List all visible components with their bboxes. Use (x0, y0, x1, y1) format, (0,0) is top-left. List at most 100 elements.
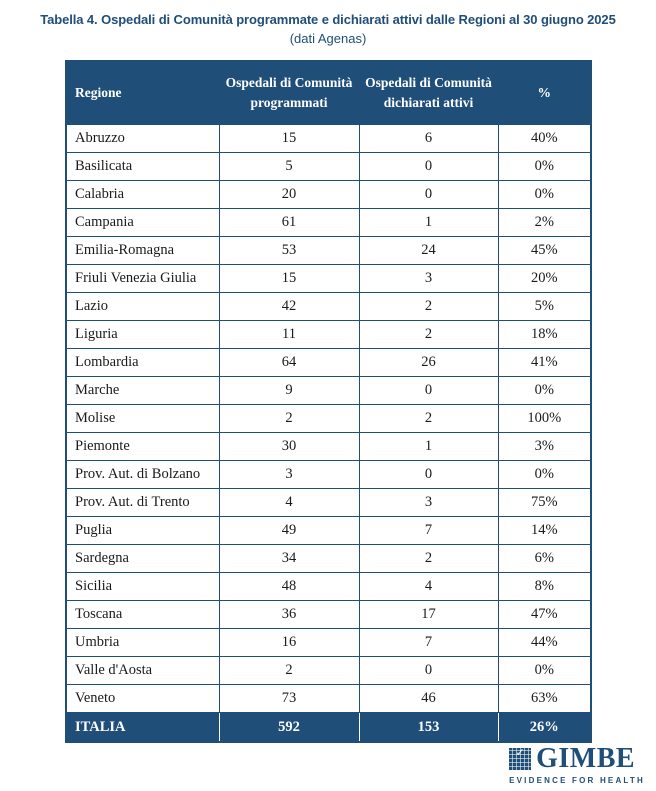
programmati-cell: 9 (218, 376, 360, 405)
attivi-cell: 0 (358, 656, 499, 685)
gimbe-wordmark: GIMBE (536, 743, 636, 774)
table-row: Sicilia 48 4 8% (65, 572, 592, 601)
programmati-cell: 53 (218, 236, 360, 265)
attivi-cell: 2 (358, 320, 499, 349)
total-programmati-cell: 592 (218, 712, 360, 743)
regions-table: Regione Ospedali di Comunità programmati… (65, 60, 592, 743)
table-row: Marche 9 0 0% (65, 376, 592, 405)
gimbe-tagline: EVIDENCE FOR HEALTH (509, 776, 645, 785)
region-cell: Prov. Aut. di Trento (65, 488, 220, 517)
programmati-cell: 16 (218, 628, 360, 657)
attivi-cell: 0 (358, 460, 499, 489)
attivi-cell: 1 (358, 432, 499, 461)
table-row: Prov. Aut. di Trento 4 3 75% (65, 488, 592, 517)
table-row: Umbria 16 7 44% (65, 628, 592, 657)
table-row: Lazio 42 2 5% (65, 292, 592, 321)
table-row: Emilia-Romagna 53 24 45% (65, 236, 592, 265)
table-row: Abruzzo 15 6 40% (65, 124, 592, 153)
table-header-row: Regione Ospedali di Comunità programmati… (65, 60, 592, 125)
table-row: Puglia 49 7 14% (65, 516, 592, 545)
percent-cell: 63% (497, 684, 592, 713)
programmati-cell: 2 (218, 656, 360, 685)
region-cell: Umbria (65, 628, 220, 657)
percent-cell: 0% (497, 152, 592, 181)
programmati-cell: 2 (218, 404, 360, 433)
region-cell: Puglia (65, 516, 220, 545)
region-cell: Campania (65, 208, 220, 237)
percent-cell: 40% (497, 124, 592, 153)
region-cell: Friuli Venezia Giulia (65, 264, 220, 293)
programmati-cell: 48 (218, 572, 360, 601)
percent-cell: 20% (497, 264, 592, 293)
gimbe-mosaic-icon: ✓ (509, 746, 532, 770)
table-row: Molise 2 2 100% (65, 404, 592, 433)
attivi-cell: 26 (358, 348, 499, 377)
programmati-cell: 34 (218, 544, 360, 573)
percent-cell: 0% (497, 180, 592, 209)
attivi-cell: 17 (358, 600, 499, 629)
table-row: Toscana 36 17 47% (65, 600, 592, 629)
region-cell: Lazio (65, 292, 220, 321)
programmati-cell: 30 (218, 432, 360, 461)
programmati-cell: 15 (218, 264, 360, 293)
attivi-cell: 6 (358, 124, 499, 153)
table-row: Campania 61 1 2% (65, 208, 592, 237)
header-programmati: Ospedali di Comunità programmati (218, 60, 360, 125)
table-row: Piemonte 30 1 3% (65, 432, 592, 461)
programmati-cell: 49 (218, 516, 360, 545)
programmati-cell: 36 (218, 600, 360, 629)
percent-cell: 47% (497, 600, 592, 629)
table-row: Veneto 73 46 63% (65, 684, 592, 713)
programmati-cell: 5 (218, 152, 360, 181)
check-icon: ✓ (515, 746, 525, 759)
attivi-cell: 7 (358, 516, 499, 545)
region-cell: Toscana (65, 600, 220, 629)
header-percent: % (497, 60, 592, 125)
region-cell: Veneto (65, 684, 220, 713)
programmati-cell: 42 (218, 292, 360, 321)
percent-cell: 18% (497, 320, 592, 349)
region-cell: Abruzzo (65, 124, 220, 153)
table-row: Prov. Aut. di Bolzano 3 0 0% (65, 460, 592, 489)
header-dichiarati-attivi: Ospedali di Comunità dichiarati attivi (358, 60, 499, 125)
percent-cell: 3% (497, 432, 592, 461)
programmati-cell: 3 (218, 460, 360, 489)
region-cell: Valle d'Aosta (65, 656, 220, 685)
programmati-cell: 11 (218, 320, 360, 349)
region-cell: Basilicata (65, 152, 220, 181)
region-cell: Sardegna (65, 544, 220, 573)
attivi-cell: 3 (358, 488, 499, 517)
table-row: Liguria 11 2 18% (65, 320, 592, 349)
region-cell: Molise (65, 404, 220, 433)
programmati-cell: 73 (218, 684, 360, 713)
percent-cell: 75% (497, 488, 592, 517)
attivi-cell: 0 (358, 180, 499, 209)
region-cell: Liguria (65, 320, 220, 349)
percent-cell: 2% (497, 208, 592, 237)
page-subtitle: (dati Agenas) (289, 31, 367, 46)
attivi-cell: 2 (358, 292, 499, 321)
attivi-cell: 7 (358, 628, 499, 657)
programmati-cell: 15 (218, 124, 360, 153)
total-region-cell: ITALIA (65, 712, 220, 743)
attivi-cell: 1 (358, 208, 499, 237)
attivi-cell: 0 (358, 152, 499, 181)
percent-cell: 14% (497, 516, 592, 545)
table-row: Lombardia 64 26 41% (65, 348, 592, 377)
header-regione: Regione (65, 60, 220, 125)
region-cell: Marche (65, 376, 220, 405)
percent-cell: 44% (497, 628, 592, 657)
gimbe-logo: ✓ GIMBE EVIDENCE FOR HEALTH (509, 745, 645, 785)
attivi-cell: 3 (358, 264, 499, 293)
percent-cell: 0% (497, 460, 592, 489)
total-attivi-cell: 153 (358, 712, 499, 743)
region-cell: Calabria (65, 180, 220, 209)
region-cell: Sicilia (65, 572, 220, 601)
percent-cell: 100% (497, 404, 592, 433)
percent-cell: 41% (497, 348, 592, 377)
attivi-cell: 2 (358, 544, 499, 573)
attivi-cell: 46 (358, 684, 499, 713)
region-cell: Emilia-Romagna (65, 236, 220, 265)
percent-cell: 8% (497, 572, 592, 601)
programmati-cell: 61 (218, 208, 360, 237)
